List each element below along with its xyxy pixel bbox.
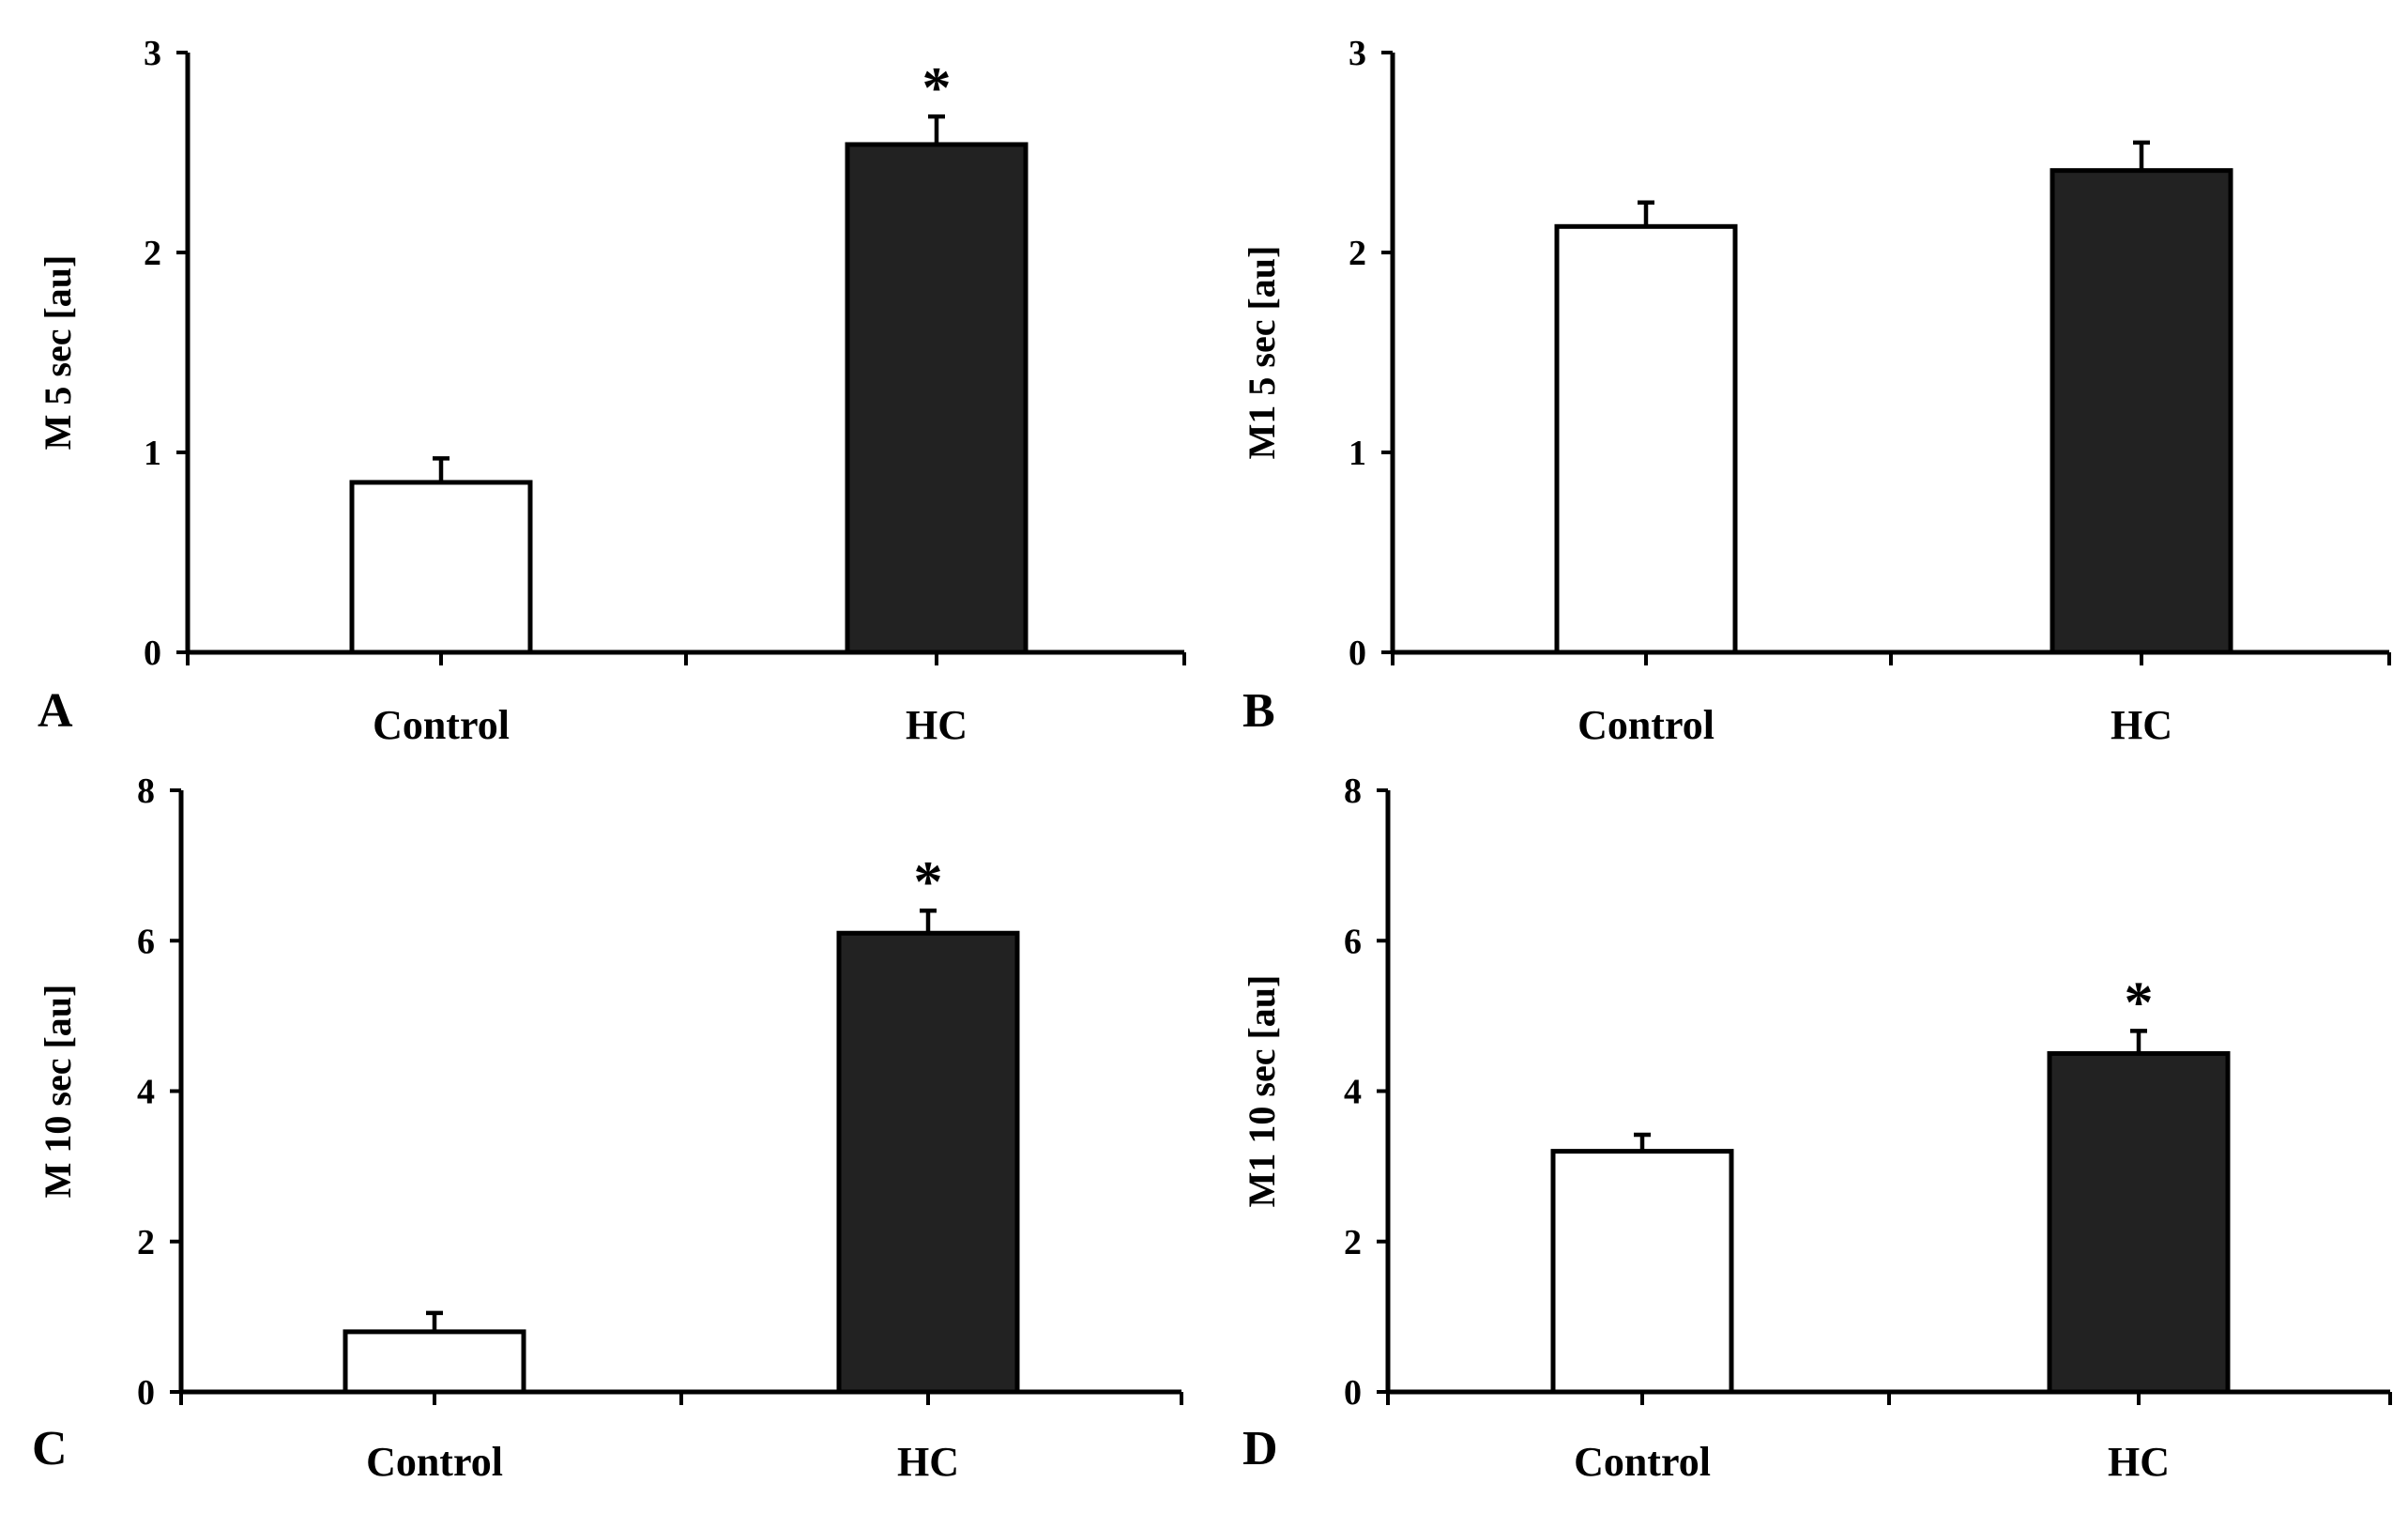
bar-hc xyxy=(845,142,1029,655)
panel-letter: C xyxy=(32,1422,68,1475)
y-axis-label: M 5 sec [au] xyxy=(37,255,79,451)
y-tick-label: 0 xyxy=(1349,634,1366,673)
panel-letter: A xyxy=(38,684,73,738)
category-label: Control xyxy=(1574,1439,1711,1485)
y-tick-label: 2 xyxy=(137,1223,155,1262)
bar-control xyxy=(1554,223,1738,655)
bar-control xyxy=(349,480,533,655)
category-label: HC xyxy=(2108,1439,2170,1485)
significance-marker: * xyxy=(914,850,943,914)
y-tick-label: 0 xyxy=(144,634,161,673)
bar-hc xyxy=(2047,1050,2231,1395)
panel-c: 0 2 4 6 8 Control * HC M 10 sec [au] C xyxy=(32,772,1183,1485)
bar-control xyxy=(343,1329,526,1395)
y-tick-label: 4 xyxy=(1344,1073,1362,1112)
category-label: Control xyxy=(373,702,510,748)
bar-hc xyxy=(2050,168,2233,655)
y-axis-label: M1 10 sec [au] xyxy=(1241,975,1283,1208)
y-tick-label: 6 xyxy=(137,922,155,961)
y-tick-label: 6 xyxy=(1344,922,1362,961)
y-tick-label: 1 xyxy=(144,434,161,473)
panel-letter: B xyxy=(1242,684,1275,738)
significance-marker: * xyxy=(922,56,952,120)
y-tick-label: 4 xyxy=(137,1073,155,1112)
bar-hc xyxy=(836,930,1020,1395)
y-tick-label: 8 xyxy=(137,772,155,811)
panel-d: 0 2 4 6 8 Control * HC M1 10 sec [au] D xyxy=(1241,772,2392,1485)
y-tick-label: 0 xyxy=(1344,1373,1362,1413)
y-tick-label: 8 xyxy=(1344,772,1362,811)
panel-b: 0 1 2 3 Control HC M1 5 sec [au] B xyxy=(1241,34,2391,748)
y-tick-label: 2 xyxy=(144,234,161,273)
y-tick-label: 3 xyxy=(1349,34,1366,73)
y-axis-label: M 10 sec [au] xyxy=(37,985,79,1199)
y-tick-label: 3 xyxy=(144,34,161,73)
category-label: Control xyxy=(1577,702,1715,748)
panel-a: 0 1 2 3 Control * HC M 5 sec [au] A xyxy=(37,34,1186,748)
significance-marker: * xyxy=(2125,970,2154,1034)
y-axis-label: M1 5 sec [au] xyxy=(1241,246,1283,460)
bar-control xyxy=(1550,1149,1734,1395)
category-label: HC xyxy=(897,1439,959,1485)
category-label: Control xyxy=(366,1439,503,1485)
y-tick-label: 2 xyxy=(1349,234,1366,273)
category-label: HC xyxy=(2111,702,2172,748)
y-tick-label: 1 xyxy=(1349,434,1366,473)
y-tick-label: 0 xyxy=(137,1373,155,1413)
panel-letter: D xyxy=(1242,1422,1278,1475)
category-label: HC xyxy=(906,702,968,748)
y-tick-label: 2 xyxy=(1344,1223,1362,1262)
